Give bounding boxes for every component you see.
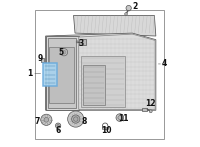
Text: 10: 10 [101,126,112,135]
Bar [48,38,76,108]
Text: 6: 6 [55,126,61,135]
Text: 2: 2 [132,2,137,11]
Bar [41,58,44,62]
Circle shape [76,41,78,43]
Circle shape [57,125,59,127]
Circle shape [62,50,66,54]
Bar [83,65,105,105]
Polygon shape [79,34,155,110]
Bar [79,39,86,45]
Bar [102,127,108,129]
Polygon shape [46,36,79,110]
Text: 7: 7 [34,117,39,126]
Text: 3: 3 [79,39,84,48]
Text: 4: 4 [161,59,167,69]
Circle shape [116,114,124,121]
Circle shape [74,117,78,121]
Text: 11: 11 [118,114,129,123]
Bar [43,63,57,86]
Circle shape [55,123,61,128]
Circle shape [60,49,68,56]
Text: 12: 12 [145,99,156,108]
Circle shape [149,110,152,113]
Circle shape [41,114,52,125]
Circle shape [72,115,80,123]
Text: 9: 9 [38,54,43,63]
Circle shape [118,116,122,120]
Bar [81,56,125,107]
Text: 8: 8 [82,117,87,126]
Text: 5: 5 [58,48,64,57]
Bar [49,47,74,103]
Polygon shape [46,33,156,110]
Text: 1: 1 [28,69,33,78]
Circle shape [68,111,84,127]
Polygon shape [74,15,156,36]
Circle shape [125,13,127,15]
Bar [35,10,164,139]
Circle shape [44,117,49,122]
Circle shape [70,113,82,125]
Bar [142,108,147,111]
Circle shape [126,5,131,11]
